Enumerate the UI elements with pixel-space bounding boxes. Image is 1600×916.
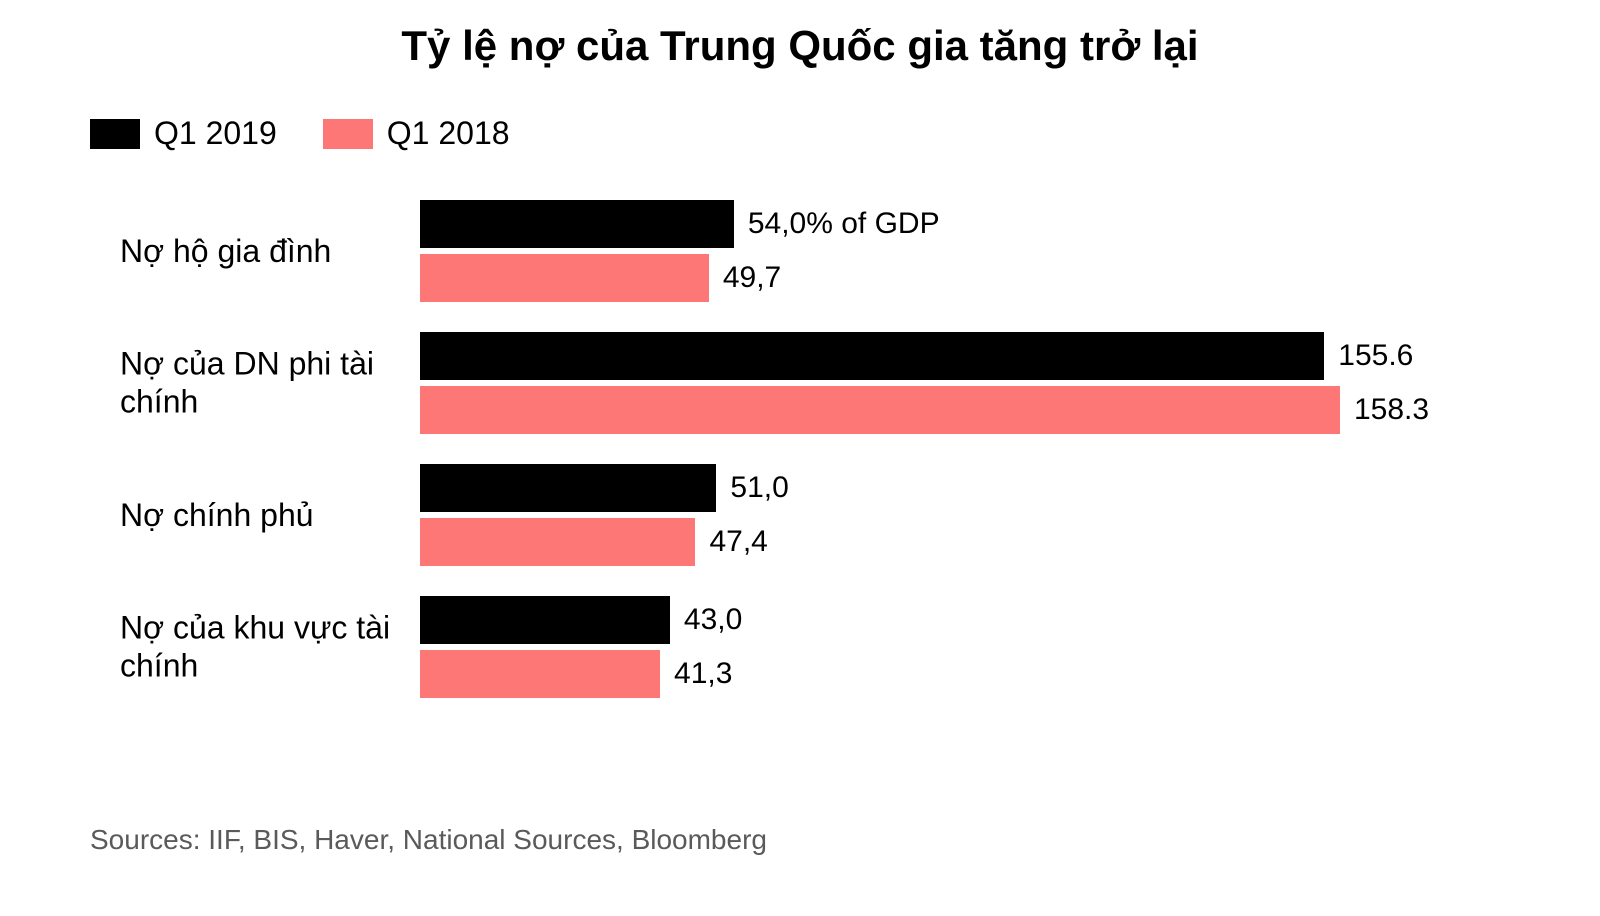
category-label: Nợ của khu vực tài chính — [120, 609, 400, 686]
bar-row: 54,0% of GDP — [420, 200, 1600, 248]
category-group: Nợ của khu vực tài chính 43,0 41,3 — [0, 596, 1600, 698]
category-group: Nợ chính phủ 51,0 47,4 — [0, 464, 1600, 566]
category-label: Nợ chính phủ — [120, 496, 400, 534]
bar-value-label: 49,7 — [709, 261, 781, 295]
chart-title: Tỷ lệ nợ của Trung Quốc gia tăng trở lại — [0, 22, 1600, 70]
legend: Q1 2019 Q1 2018 — [90, 115, 510, 152]
bar-value-label: 51,0 — [716, 471, 788, 505]
bar-row: 47,4 — [420, 518, 1600, 566]
chart-container: Tỷ lệ nợ của Trung Quốc gia tăng trở lại… — [0, 0, 1600, 916]
category-group: Nợ hộ gia đình 54,0% of GDP 49,7 — [0, 200, 1600, 302]
bar: 43,0 — [420, 596, 670, 644]
bar-row: 41,3 — [420, 650, 1600, 698]
category-group: Nợ của DN phi tài chính 155.6 158.3 — [0, 332, 1600, 434]
bar-value-label: 54,0% of GDP — [734, 207, 940, 241]
legend-swatch — [90, 119, 140, 149]
bar-row: 158.3 — [420, 386, 1600, 434]
bar: 155.6 — [420, 332, 1324, 380]
plot-area: Nợ hộ gia đình 54,0% of GDP 49,7 Nợ của DN … — [0, 200, 1600, 728]
bar-value-label: 41,3 — [660, 657, 732, 691]
legend-label: Q1 2018 — [387, 115, 510, 152]
bar: 51,0 — [420, 464, 716, 512]
bar-value-label: 47,4 — [695, 525, 767, 559]
bar-row: 155.6 — [420, 332, 1600, 380]
bar-row: 49,7 — [420, 254, 1600, 302]
legend-swatch — [323, 119, 373, 149]
bar-value-label: 155.6 — [1324, 339, 1413, 373]
source-text: Sources: IIF, BIS, Haver, National Sourc… — [90, 824, 767, 856]
bar: 49,7 — [420, 254, 709, 302]
bar: 158.3 — [420, 386, 1340, 434]
category-label: Nợ hộ gia đình — [120, 232, 400, 270]
bar-value-label: 43,0 — [670, 603, 742, 637]
bar: 54,0% of GDP — [420, 200, 734, 248]
legend-item-q1-2019: Q1 2019 — [90, 115, 277, 152]
bar: 41,3 — [420, 650, 660, 698]
bar-value-label: 158.3 — [1340, 393, 1429, 427]
bar: 47,4 — [420, 518, 695, 566]
bar-row: 51,0 — [420, 464, 1600, 512]
legend-label: Q1 2019 — [154, 115, 277, 152]
bar-row: 43,0 — [420, 596, 1600, 644]
legend-item-q1-2018: Q1 2018 — [323, 115, 510, 152]
category-label: Nợ của DN phi tài chính — [120, 345, 400, 422]
